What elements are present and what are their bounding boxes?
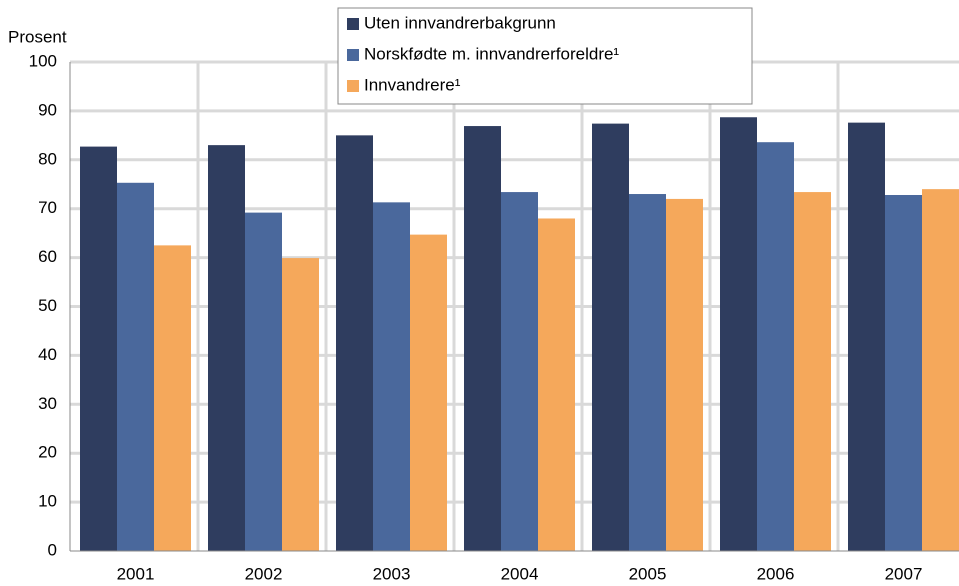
bars	[80, 117, 959, 552]
bar	[666, 198, 703, 552]
bar	[154, 245, 191, 551]
y-tick-label: 30	[38, 394, 57, 413]
y-tick-label: 40	[38, 345, 57, 364]
legend-label: Norskfødte m. innvandrerforeldre¹	[364, 44, 619, 63]
legend-swatch	[347, 80, 359, 92]
x-tick-label: 2006	[757, 564, 795, 583]
legend-label: Uten innvandrerbakgrunn	[364, 13, 556, 32]
x-tick-label: 2002	[245, 564, 283, 583]
legend: Uten innvandrerbakgrunn Norskfødte m. inn…	[347, 13, 619, 94]
bar	[720, 117, 757, 551]
bar	[208, 145, 245, 551]
y-tick-label: 70	[38, 198, 57, 217]
x-tick-label: 2003	[373, 564, 411, 583]
bar	[80, 146, 117, 552]
bar	[410, 234, 447, 551]
bar	[245, 212, 282, 551]
x-tick-label: 2004	[501, 564, 539, 583]
bar	[629, 194, 666, 551]
y-tick-label: 50	[38, 296, 57, 315]
x-tick-label: 2007	[885, 564, 923, 583]
bar	[757, 142, 794, 552]
legend-box	[337, 7, 753, 105]
legend-swatch	[347, 18, 359, 30]
bar	[794, 192, 831, 551]
bar	[282, 258, 319, 551]
legend-swatch	[347, 49, 359, 61]
bar	[464, 126, 501, 552]
bar	[117, 182, 154, 551]
legend-label: Innvandrere¹	[364, 75, 461, 94]
y-tick-label: 100	[29, 51, 57, 70]
bar	[885, 195, 922, 551]
bar	[336, 135, 373, 551]
y-axis-label: Prosent	[8, 27, 67, 46]
y-tick-label: 80	[38, 149, 57, 168]
y-tick-label: 90	[38, 100, 57, 119]
bar	[922, 189, 959, 551]
x-tick-label: 2005	[629, 564, 667, 583]
bar	[592, 123, 629, 551]
bar	[373, 202, 410, 551]
bar	[538, 218, 575, 552]
y-tick-label: 10	[38, 492, 57, 511]
y-tick-label: 20	[38, 443, 57, 462]
x-tick-label: 2001	[117, 564, 155, 583]
y-tick-label: 60	[38, 247, 57, 266]
bar	[848, 122, 885, 552]
y-tick-label: 0	[48, 540, 57, 559]
bar	[501, 192, 538, 551]
